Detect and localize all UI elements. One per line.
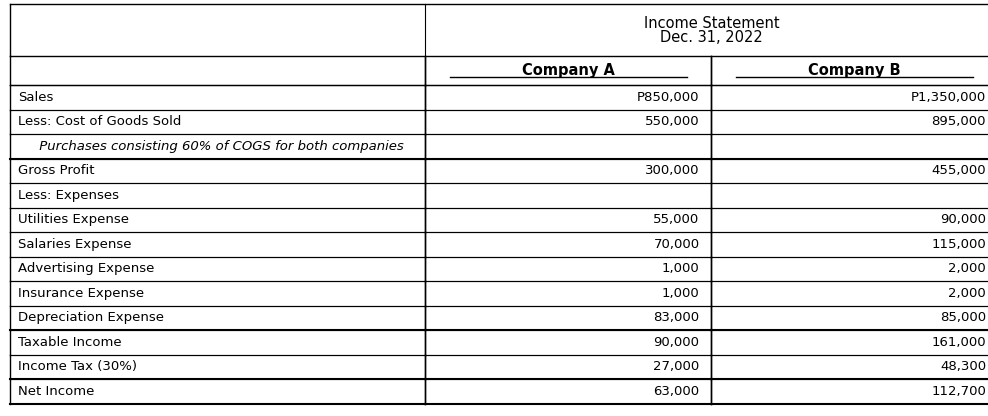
Text: Company A: Company A xyxy=(522,63,615,78)
Text: Purchases consisting 60% of COGS for both companies: Purchases consisting 60% of COGS for bot… xyxy=(18,140,403,153)
Text: 455,000: 455,000 xyxy=(932,164,986,177)
Text: 85,000: 85,000 xyxy=(940,311,986,324)
Text: Sales: Sales xyxy=(18,91,53,104)
Text: 27,000: 27,000 xyxy=(653,360,700,373)
Text: Dec. 31, 2022: Dec. 31, 2022 xyxy=(660,30,763,45)
Text: Income Statement: Income Statement xyxy=(643,16,780,31)
Text: 48,300: 48,300 xyxy=(940,360,986,373)
Text: 895,000: 895,000 xyxy=(932,115,986,129)
Text: 83,000: 83,000 xyxy=(653,311,700,324)
Text: 550,000: 550,000 xyxy=(645,115,700,129)
Text: 55,000: 55,000 xyxy=(653,213,700,226)
Text: P850,000: P850,000 xyxy=(637,91,700,104)
Text: Depreciation Expense: Depreciation Expense xyxy=(18,311,164,324)
Text: 300,000: 300,000 xyxy=(645,164,700,177)
Text: P1,350,000: P1,350,000 xyxy=(911,91,986,104)
Text: Advertising Expense: Advertising Expense xyxy=(18,262,154,275)
Text: Utilities Expense: Utilities Expense xyxy=(18,213,128,226)
Text: Less: Cost of Goods Sold: Less: Cost of Goods Sold xyxy=(18,115,181,129)
Text: Taxable Income: Taxable Income xyxy=(18,336,122,349)
Text: 115,000: 115,000 xyxy=(932,238,986,251)
Text: Less: Expenses: Less: Expenses xyxy=(18,189,119,202)
Text: Salaries Expense: Salaries Expense xyxy=(18,238,131,251)
Text: Gross Profit: Gross Profit xyxy=(18,164,94,177)
Text: Income Tax (30%): Income Tax (30%) xyxy=(18,360,136,373)
Text: 1,000: 1,000 xyxy=(662,262,700,275)
Text: Net Income: Net Income xyxy=(18,385,94,398)
Text: 2,000: 2,000 xyxy=(948,287,986,300)
Text: Insurance Expense: Insurance Expense xyxy=(18,287,144,300)
Text: 63,000: 63,000 xyxy=(653,385,700,398)
Text: 90,000: 90,000 xyxy=(653,336,700,349)
Text: 161,000: 161,000 xyxy=(932,336,986,349)
Text: 112,700: 112,700 xyxy=(931,385,986,398)
Text: 90,000: 90,000 xyxy=(940,213,986,226)
Text: 2,000: 2,000 xyxy=(948,262,986,275)
Text: Company B: Company B xyxy=(808,63,901,78)
Text: 1,000: 1,000 xyxy=(662,287,700,300)
Text: 70,000: 70,000 xyxy=(653,238,700,251)
